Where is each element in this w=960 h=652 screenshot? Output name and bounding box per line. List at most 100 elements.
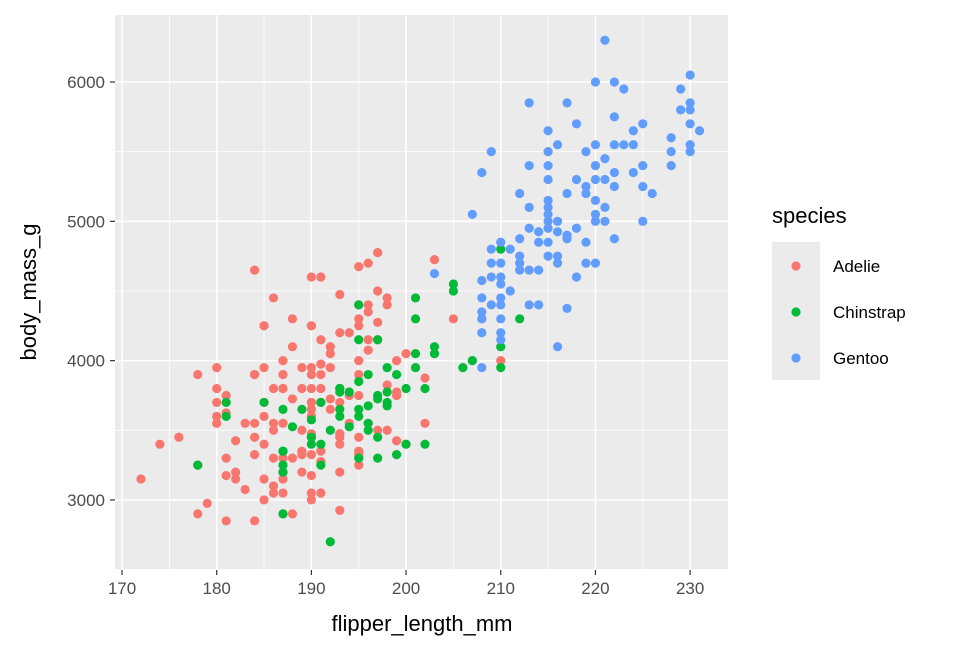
data-point-chinstrap [278,446,288,456]
data-point-adelie [278,356,288,366]
data-point-gentoo [628,126,638,136]
legend-key-adelie [791,261,801,271]
data-point-adelie [268,425,279,435]
data-point-adelie [249,265,260,275]
data-point-gentoo [590,160,601,171]
data-point-gentoo [571,272,582,282]
data-point-gentoo [609,234,619,244]
data-point-chinstrap [496,244,506,254]
data-point-gentoo [600,35,610,45]
data-point-gentoo [486,300,496,310]
data-point-adelie [193,369,203,380]
data-point-adelie [259,495,269,505]
data-point-chinstrap [373,432,383,442]
data-point-chinstrap [354,300,364,310]
data-point-chinstrap [221,411,231,421]
data-point-gentoo [477,314,487,324]
data-point-gentoo [581,147,591,157]
data-point-chinstrap [306,432,316,442]
data-point-gentoo [609,167,619,178]
data-point-chinstrap [354,453,364,463]
data-point-gentoo [496,272,506,282]
data-point-adelie [155,439,165,449]
data-point-gentoo [666,160,676,171]
data-point-adelie [240,418,250,428]
data-point-gentoo [543,160,553,171]
data-point-chinstrap [316,397,326,408]
data-point-adelie [335,289,345,300]
data-point-adelie [306,450,316,460]
data-point-adelie [354,261,364,272]
data-point-adelie [268,383,279,394]
data-point-chinstrap [420,383,430,394]
data-point-adelie [278,369,288,380]
data-point-adelie [354,432,364,442]
data-point-gentoo [647,188,657,199]
data-point-adelie [249,432,260,442]
data-point-gentoo [543,216,553,226]
data-point-adelie [420,373,430,383]
legend: species Adelie Chinstrap Gentoo [772,203,906,380]
data-point-adelie [278,474,288,484]
data-point-adelie [268,481,279,491]
data-point-adelie [297,383,307,394]
data-point-gentoo [552,140,563,150]
data-point-adelie [287,314,298,324]
data-point-gentoo [496,258,506,268]
data-point-adelie [382,380,392,390]
data-point-chinstrap [193,460,203,470]
data-point-adelie [306,397,316,408]
data-point-adelie [212,397,222,408]
data-point-adelie [306,362,316,373]
data-point-gentoo [515,234,525,244]
data-point-adelie [316,488,326,498]
data-point-adelie [391,436,402,446]
data-point-chinstrap [297,404,307,414]
data-point-chinstrap [335,404,345,414]
data-point-gentoo [638,181,648,192]
data-point-adelie [221,453,231,463]
data-point-adelie [249,369,260,380]
data-point-gentoo [590,174,601,185]
data-point-gentoo [581,258,591,268]
data-point-gentoo [534,300,544,310]
data-point-adelie [259,362,269,373]
data-point-gentoo [609,112,619,122]
data-point-gentoo [524,265,534,275]
x-tick-label: 230 [676,579,704,598]
data-point-chinstrap [316,460,326,470]
data-point-chinstrap [401,439,411,449]
data-point-adelie [249,450,260,460]
data-point-gentoo [685,70,695,80]
data-point-adelie [335,439,345,449]
data-points [136,35,705,547]
data-point-gentoo [694,126,705,136]
data-point-adelie [136,474,146,484]
data-point-chinstrap [354,411,364,421]
data-point-gentoo [666,133,676,143]
data-point-adelie [306,404,316,414]
data-point-adelie [335,429,345,439]
x-tick-label: 200 [392,579,420,598]
data-point-chinstrap [467,356,477,366]
data-point-gentoo [496,335,506,345]
data-point-adelie [316,383,326,394]
data-point-gentoo [515,188,525,199]
data-point-adelie [354,356,364,366]
data-point-gentoo [496,300,506,310]
data-point-adelie [212,418,222,428]
data-point-gentoo [524,300,534,310]
data-point-chinstrap [448,279,459,289]
data-point-adelie [221,390,231,401]
data-point-chinstrap [410,362,421,373]
data-point-adelie [306,495,316,505]
data-point-adelie [335,328,345,338]
data-point-gentoo [534,265,544,275]
data-point-chinstrap [325,425,335,435]
data-point-adelie [316,369,326,380]
legend-key-chinstrap [791,307,801,317]
plot-panel [115,15,728,570]
data-point-chinstrap [373,335,383,345]
data-point-adelie [297,362,307,373]
